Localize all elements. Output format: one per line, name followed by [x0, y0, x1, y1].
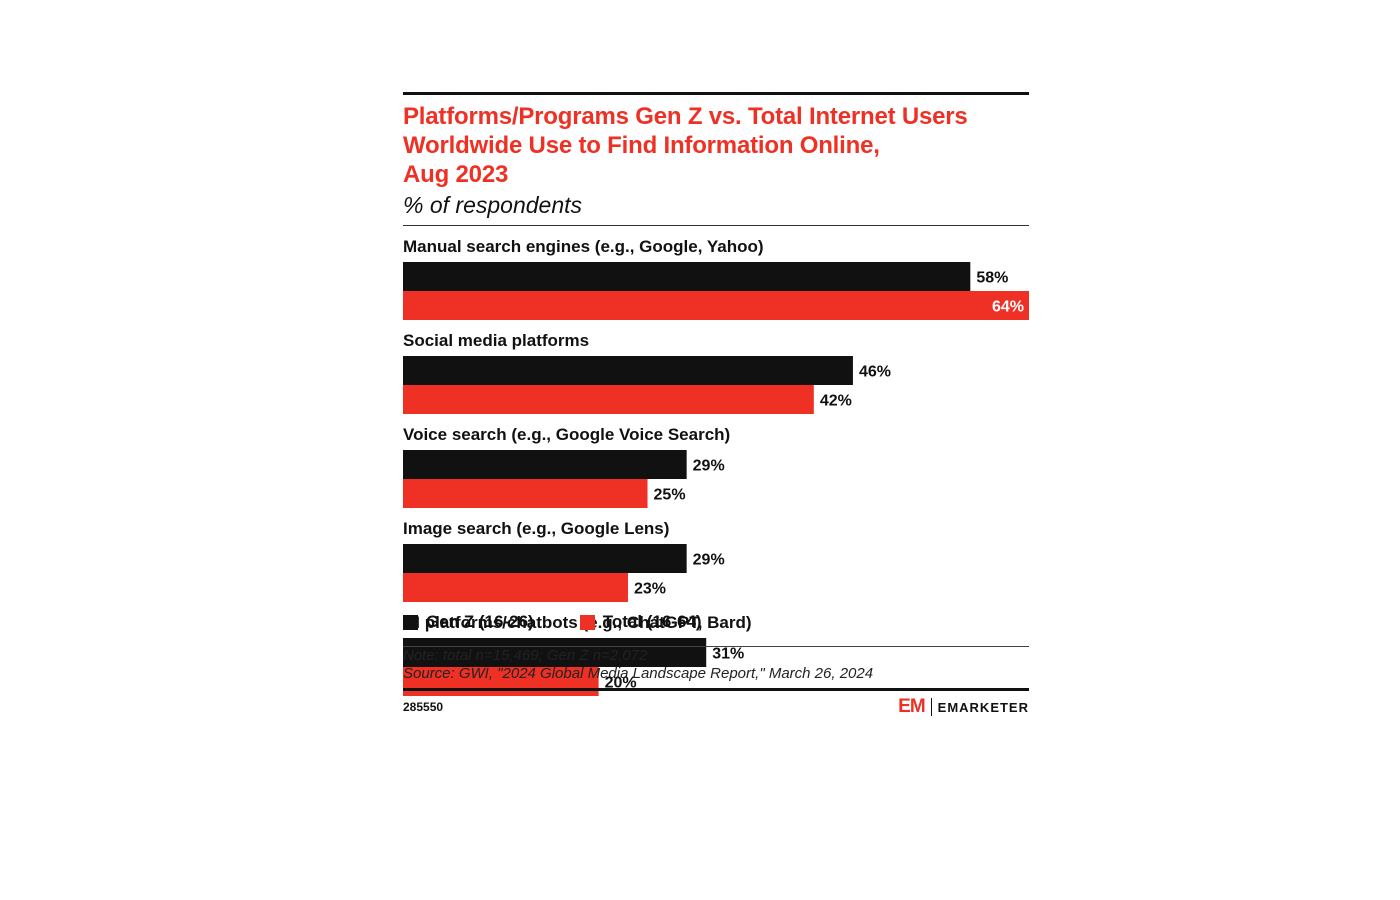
bar: [403, 573, 628, 602]
note-rule: [403, 646, 1029, 647]
bar: [403, 479, 648, 508]
bar: [403, 385, 814, 414]
brand-separator: [930, 698, 932, 716]
category-label: Voice search (e.g., Google Voice Search): [403, 425, 730, 444]
data-label: 46%: [859, 364, 891, 381]
category-label: Social media platforms: [403, 331, 589, 350]
chart-title: Platforms/Programs Gen Z vs. Total Inter…: [403, 103, 968, 188]
bar: [403, 450, 687, 479]
data-label: 58%: [976, 270, 1008, 287]
data-label: 64%: [992, 299, 1024, 316]
notes-block: Note: total n=15,469; Gen Z n=2,072 Sour…: [403, 646, 1029, 716]
category-label: AI platforms/chatbots (e.g., ChatGPT, Ba…: [403, 613, 752, 632]
bar: [403, 262, 971, 291]
title-rule: [403, 225, 1029, 226]
legend: Gen Z (16-26) Total (16-64): [403, 612, 702, 632]
legend-item-total: Total (16-64): [579, 612, 702, 632]
category-label: Image search (e.g., Google Lens): [403, 519, 669, 538]
data-label: 29%: [693, 552, 725, 569]
legend-label-total: Total (16-64): [602, 612, 702, 631]
chart-subtitle: % of respondents: [403, 192, 583, 218]
data-label: 23%: [634, 581, 666, 598]
top-rule: [403, 92, 1029, 95]
data-label: 29%: [693, 458, 725, 475]
category-label: Manual search engines (e.g., Google, Yah…: [403, 237, 764, 256]
bar-chart: Manual search engines (e.g., Google, Yah…: [403, 237, 1029, 696]
bar: [403, 667, 599, 696]
data-label: 42%: [820, 393, 852, 410]
bottom-rule: [403, 688, 1029, 691]
data-label: 31%: [712, 646, 744, 663]
legend-swatch-genz: [403, 614, 418, 630]
bar: [403, 544, 687, 573]
legend-swatch-total: [579, 614, 595, 630]
brand-mark-icon: EM: [898, 696, 925, 717]
chart-card: Platforms/Programs Gen Z vs. Total Inter…: [403, 92, 1029, 701]
source-text: Source: GWI, "2024 Global Media Landscap…: [403, 665, 874, 682]
brand-logo: EM EMARKETER: [898, 696, 1029, 717]
bar: [403, 291, 1029, 320]
plot-area: Manual search engines (e.g., Google, Yah…: [403, 226, 1029, 701]
data-label: 20%: [605, 675, 637, 692]
legend-item-genz: Gen Z (16-26): [403, 612, 534, 632]
brand-name: EMARKETER: [937, 699, 1029, 715]
bar: [403, 356, 853, 385]
bar: [403, 638, 707, 667]
data-label: 25%: [654, 487, 686, 504]
footer: 285550 EM EMARKETER: [403, 696, 1029, 717]
legend-label-genz: Gen Z (16-26): [426, 612, 534, 631]
chart-id: 285550: [403, 700, 444, 714]
note-text: Note: total n=15,469; Gen Z n=2,072: [403, 647, 648, 664]
